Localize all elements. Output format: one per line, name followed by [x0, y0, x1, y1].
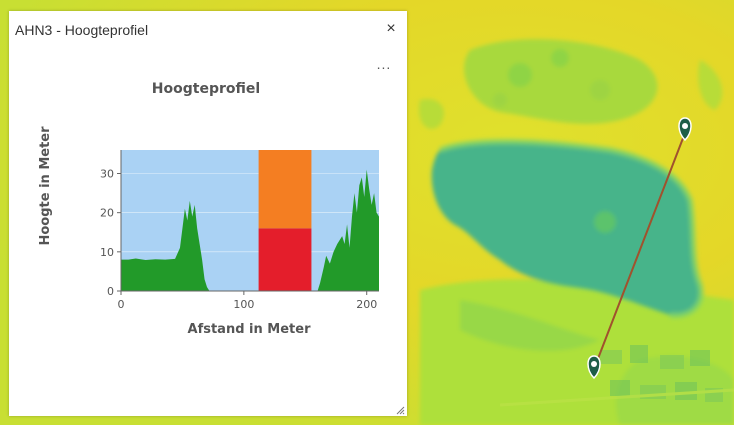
close-icon: ×: [386, 20, 396, 37]
y-tick-label: 10: [100, 246, 114, 259]
y-tick-label: 20: [100, 207, 114, 220]
terrain-area: [121, 169, 379, 291]
bar-segment-lower: [258, 228, 312, 291]
chart-y-axis-label: Hoogte in Meter: [38, 126, 53, 246]
y-tick-label: 30: [100, 168, 114, 181]
chart-x-axis-label: Afstand in Meter: [188, 322, 312, 337]
y-tick-label: 0: [107, 285, 114, 298]
resize-handle[interactable]: [395, 405, 405, 415]
more-horizontal-icon: ...: [376, 56, 392, 72]
more-options-button[interactable]: ...: [371, 56, 397, 73]
elevation-profile-chart: Hoogteprofiel Hoogte in Meter Afstand in…: [38, 81, 379, 337]
close-button[interactable]: ×: [381, 19, 401, 39]
x-tick-label: 200: [356, 298, 377, 311]
chart-title: Hoogteprofiel: [152, 81, 260, 97]
profile-line: [593, 132, 686, 370]
bar-segment-upper: [258, 150, 312, 229]
x-tick-label: 100: [233, 298, 254, 311]
start-marker[interactable]: [587, 355, 601, 380]
map-buildings: [499, 345, 734, 407]
end-marker[interactable]: [678, 117, 692, 142]
popup-title: AHN3 - Hoogteprofiel: [15, 22, 149, 38]
plot-area: 0 10 20 30 0 100 200: [100, 150, 379, 311]
x-tick-label: 0: [118, 298, 125, 311]
profile-popup: AHN3 - Hoogteprofiel × ... Hoogteprofiel…: [9, 11, 407, 416]
map-water: [431, 138, 704, 319]
